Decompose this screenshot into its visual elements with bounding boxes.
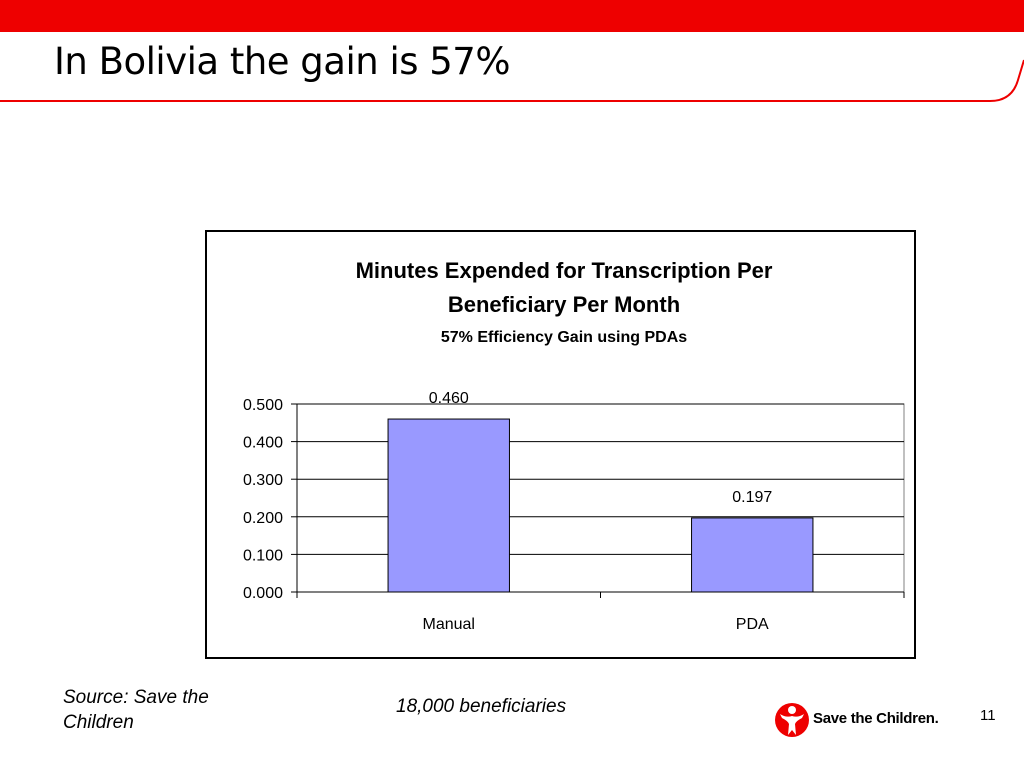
y-tick-label: 0.400 <box>243 435 283 452</box>
bar-data-label: 0.197 <box>732 489 772 506</box>
bar <box>691 517 814 593</box>
bar <box>387 418 510 593</box>
logo-wordmark: Save the Children. <box>813 710 939 727</box>
header-underline-swoosh <box>0 59 1024 102</box>
source-text: Source: Save the Children <box>63 687 209 733</box>
bar-chart: Minutes Expended for Transcription Per B… <box>243 258 905 633</box>
y-tick-label: 0.300 <box>243 472 283 489</box>
chart-frame: Minutes Expended for Transcription Per B… <box>205 230 916 659</box>
x-tick-label: PDA <box>736 616 769 633</box>
y-tick-label: 0.000 <box>243 585 283 602</box>
chart-title-line1: Minutes Expended for Transcription Per <box>356 258 773 283</box>
y-tick-label: 0.500 <box>243 397 283 414</box>
slide-title: In Bolivia the gain is 57% <box>54 40 511 83</box>
save-the-children-logo-icon <box>775 703 809 737</box>
header-red-bar <box>0 0 1024 32</box>
y-tick-label: 0.200 <box>243 510 283 527</box>
beneficiaries-note: 18,000 beneficiaries <box>396 696 567 717</box>
page-number: 11 <box>980 707 996 724</box>
header-band <box>0 0 1024 102</box>
y-tick-label: 0.100 <box>243 547 283 564</box>
plot-area: 0.000 0.100 0.200 0.300 0.400 0.500 0.460 Manua… <box>243 390 905 633</box>
bar-data-label: 0.460 <box>429 390 469 407</box>
chart-subtitle: 57% Efficiency Gain using PDAs <box>441 329 687 346</box>
chart-title-line2: Beneficiary Per Month <box>448 292 680 317</box>
x-tick-label: Manual <box>423 616 475 633</box>
